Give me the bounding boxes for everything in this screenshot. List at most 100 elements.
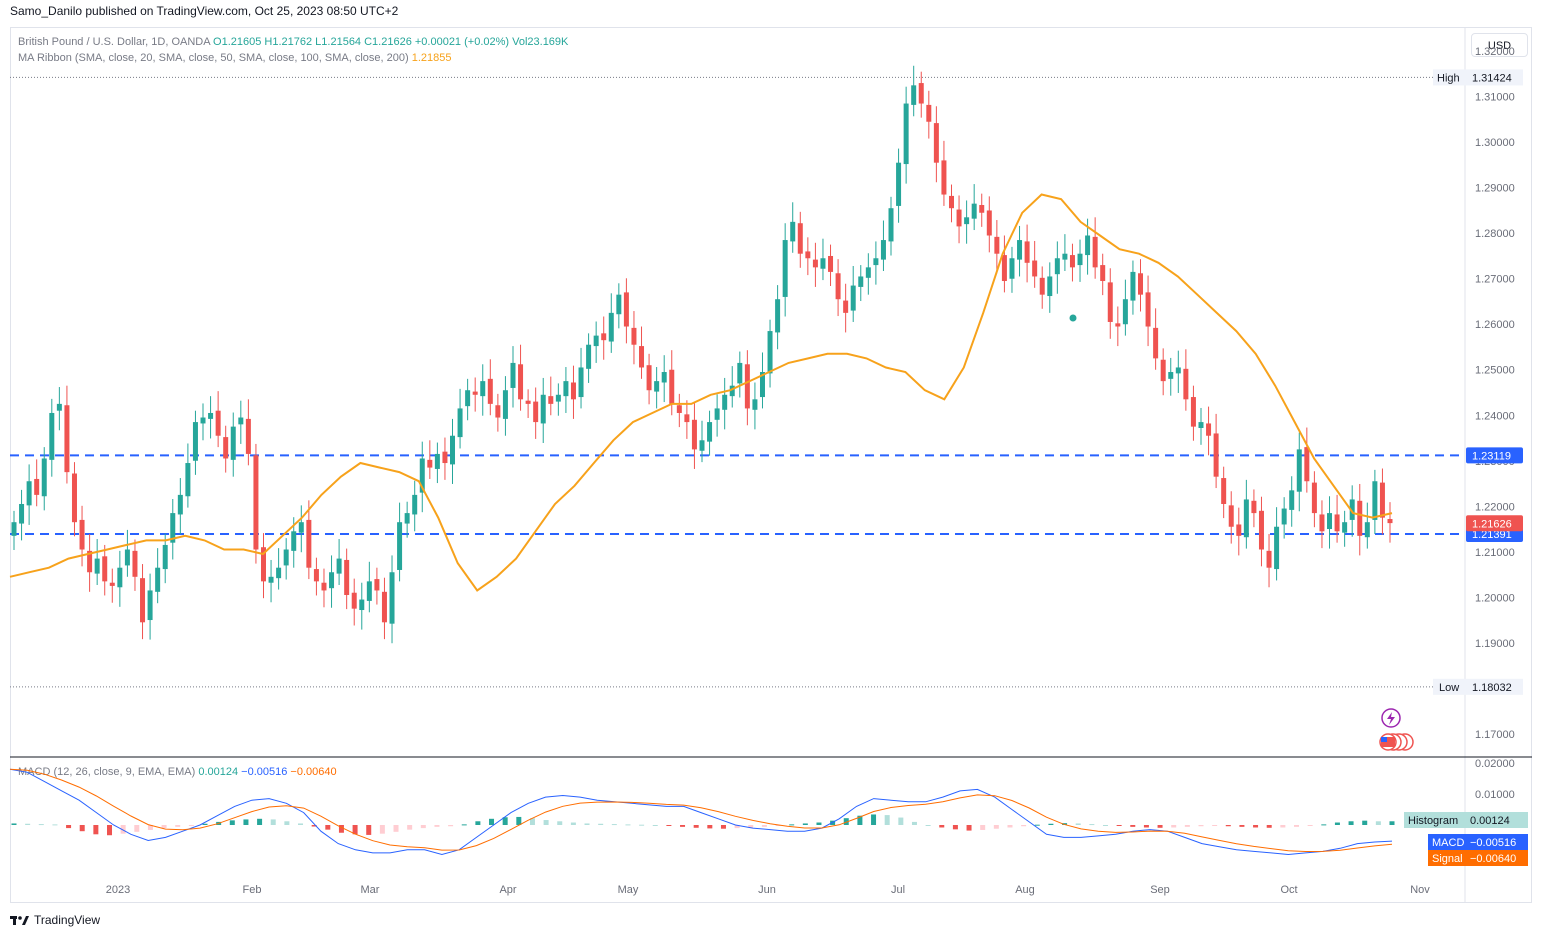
histogram-bar <box>407 825 413 830</box>
histogram-bar <box>584 823 590 825</box>
histogram-bar <box>1048 823 1054 825</box>
candle-body <box>208 412 214 419</box>
candle-body <box>767 331 773 374</box>
candle-body <box>381 591 387 623</box>
candle-body <box>162 544 168 570</box>
candle-body <box>1274 526 1280 570</box>
histogram-bar <box>1007 825 1013 828</box>
candle-body <box>865 267 871 278</box>
candle-body <box>1319 514 1325 532</box>
histogram-bar <box>107 825 113 836</box>
candle-body <box>737 362 743 384</box>
candle-body <box>56 403 62 411</box>
candle-body <box>276 567 282 579</box>
histogram-bar <box>502 817 508 825</box>
ma-ribbon-value: 1.21855 <box>411 52 452 64</box>
candle-body <box>850 285 856 311</box>
candle-body <box>404 513 410 524</box>
histogram-bar <box>802 823 808 825</box>
candle-body <box>306 519 312 568</box>
price-tick-label: 1.28000 <box>1475 228 1515 240</box>
candle-body <box>253 455 259 550</box>
candle-body <box>344 559 350 596</box>
candle-body <box>1281 508 1287 525</box>
candle-body <box>1327 513 1333 530</box>
candle-body <box>775 299 781 333</box>
last-price-bg <box>1466 515 1523 532</box>
candle-body <box>964 217 970 225</box>
candle-body <box>109 582 115 586</box>
ma-ribbon-label[interactable]: MA Ribbon (SMA, close, 20, SMA, close, 5… <box>18 52 409 64</box>
currency-button[interactable]: USD <box>1471 33 1528 57</box>
histogram-bar <box>1348 821 1354 825</box>
candle-body <box>412 494 418 515</box>
histogram-tag-label: Histogram <box>1408 815 1458 827</box>
histogram-bar <box>761 825 767 827</box>
candle-body <box>359 599 365 611</box>
histogram-bar <box>639 824 645 826</box>
histogram-bar <box>993 825 999 829</box>
candle-body <box>1289 490 1295 510</box>
candle-body <box>215 410 221 436</box>
candle-body <box>11 522 17 536</box>
candle-body <box>1311 482 1317 514</box>
histogram-bar <box>570 822 576 825</box>
candle-body <box>707 422 713 442</box>
candle-body <box>1387 519 1393 524</box>
candle-body <box>502 390 508 419</box>
candle-body <box>1296 449 1302 492</box>
candle-body <box>601 333 607 341</box>
candle-body <box>880 240 886 260</box>
histogram-bar <box>734 825 740 829</box>
candle-body <box>1017 240 1023 260</box>
candle-body <box>1047 276 1053 297</box>
candle-body <box>1228 505 1234 527</box>
histogram-bar <box>1171 825 1177 828</box>
histogram-bar <box>257 818 263 825</box>
time-tick-label: Oct <box>1280 884 1297 896</box>
price-tick-label: 1.27000 <box>1475 274 1515 286</box>
price-tick-label: 1.32000 <box>1475 46 1515 58</box>
candle-body <box>132 550 138 577</box>
histogram-bar <box>1212 825 1218 826</box>
candle-body <box>1160 359 1166 382</box>
candle-body <box>918 83 924 104</box>
candle-body <box>896 162 902 206</box>
macd-label[interactable]: MACD (12, 26, close, 9, EMA, EMA) <box>18 766 196 778</box>
histogram-bar <box>543 820 549 825</box>
histogram-bar <box>980 825 986 830</box>
histogram-bar <box>843 818 849 825</box>
candle-body <box>71 473 77 523</box>
histogram-bar <box>911 821 917 825</box>
candle-body <box>155 567 161 592</box>
histogram-bar <box>720 825 726 829</box>
time-tick-label: Feb <box>243 884 262 896</box>
histogram-bar <box>229 820 235 825</box>
candle-body <box>34 478 40 495</box>
candle-body <box>1039 277 1045 295</box>
candle-body <box>616 294 622 315</box>
us-flag-canton <box>1381 737 1387 742</box>
histogram-bar <box>666 825 672 826</box>
candle-body <box>1372 481 1378 520</box>
candle-body <box>911 85 917 105</box>
candle-body <box>971 203 977 219</box>
histogram-bar <box>898 817 904 825</box>
candle-body <box>956 209 962 227</box>
dividend-dot-icon <box>1069 314 1077 322</box>
histogram-bar <box>1280 825 1286 828</box>
symbol-name[interactable]: British Pound / U.S. Dollar, 1D, OANDA <box>18 36 210 48</box>
candle-body <box>661 372 667 383</box>
candle-body <box>487 378 493 404</box>
histogram-bar <box>1293 825 1299 827</box>
candle-body <box>1085 235 1091 256</box>
candle-body <box>1251 500 1257 514</box>
histogram-bar <box>1307 825 1313 826</box>
candle-body <box>979 205 985 213</box>
candle-body <box>926 104 932 122</box>
price-tick-label: 1.26000 <box>1475 319 1515 331</box>
candle-body <box>812 259 818 268</box>
candle-body <box>1130 271 1136 301</box>
candle-body <box>1236 524 1242 536</box>
